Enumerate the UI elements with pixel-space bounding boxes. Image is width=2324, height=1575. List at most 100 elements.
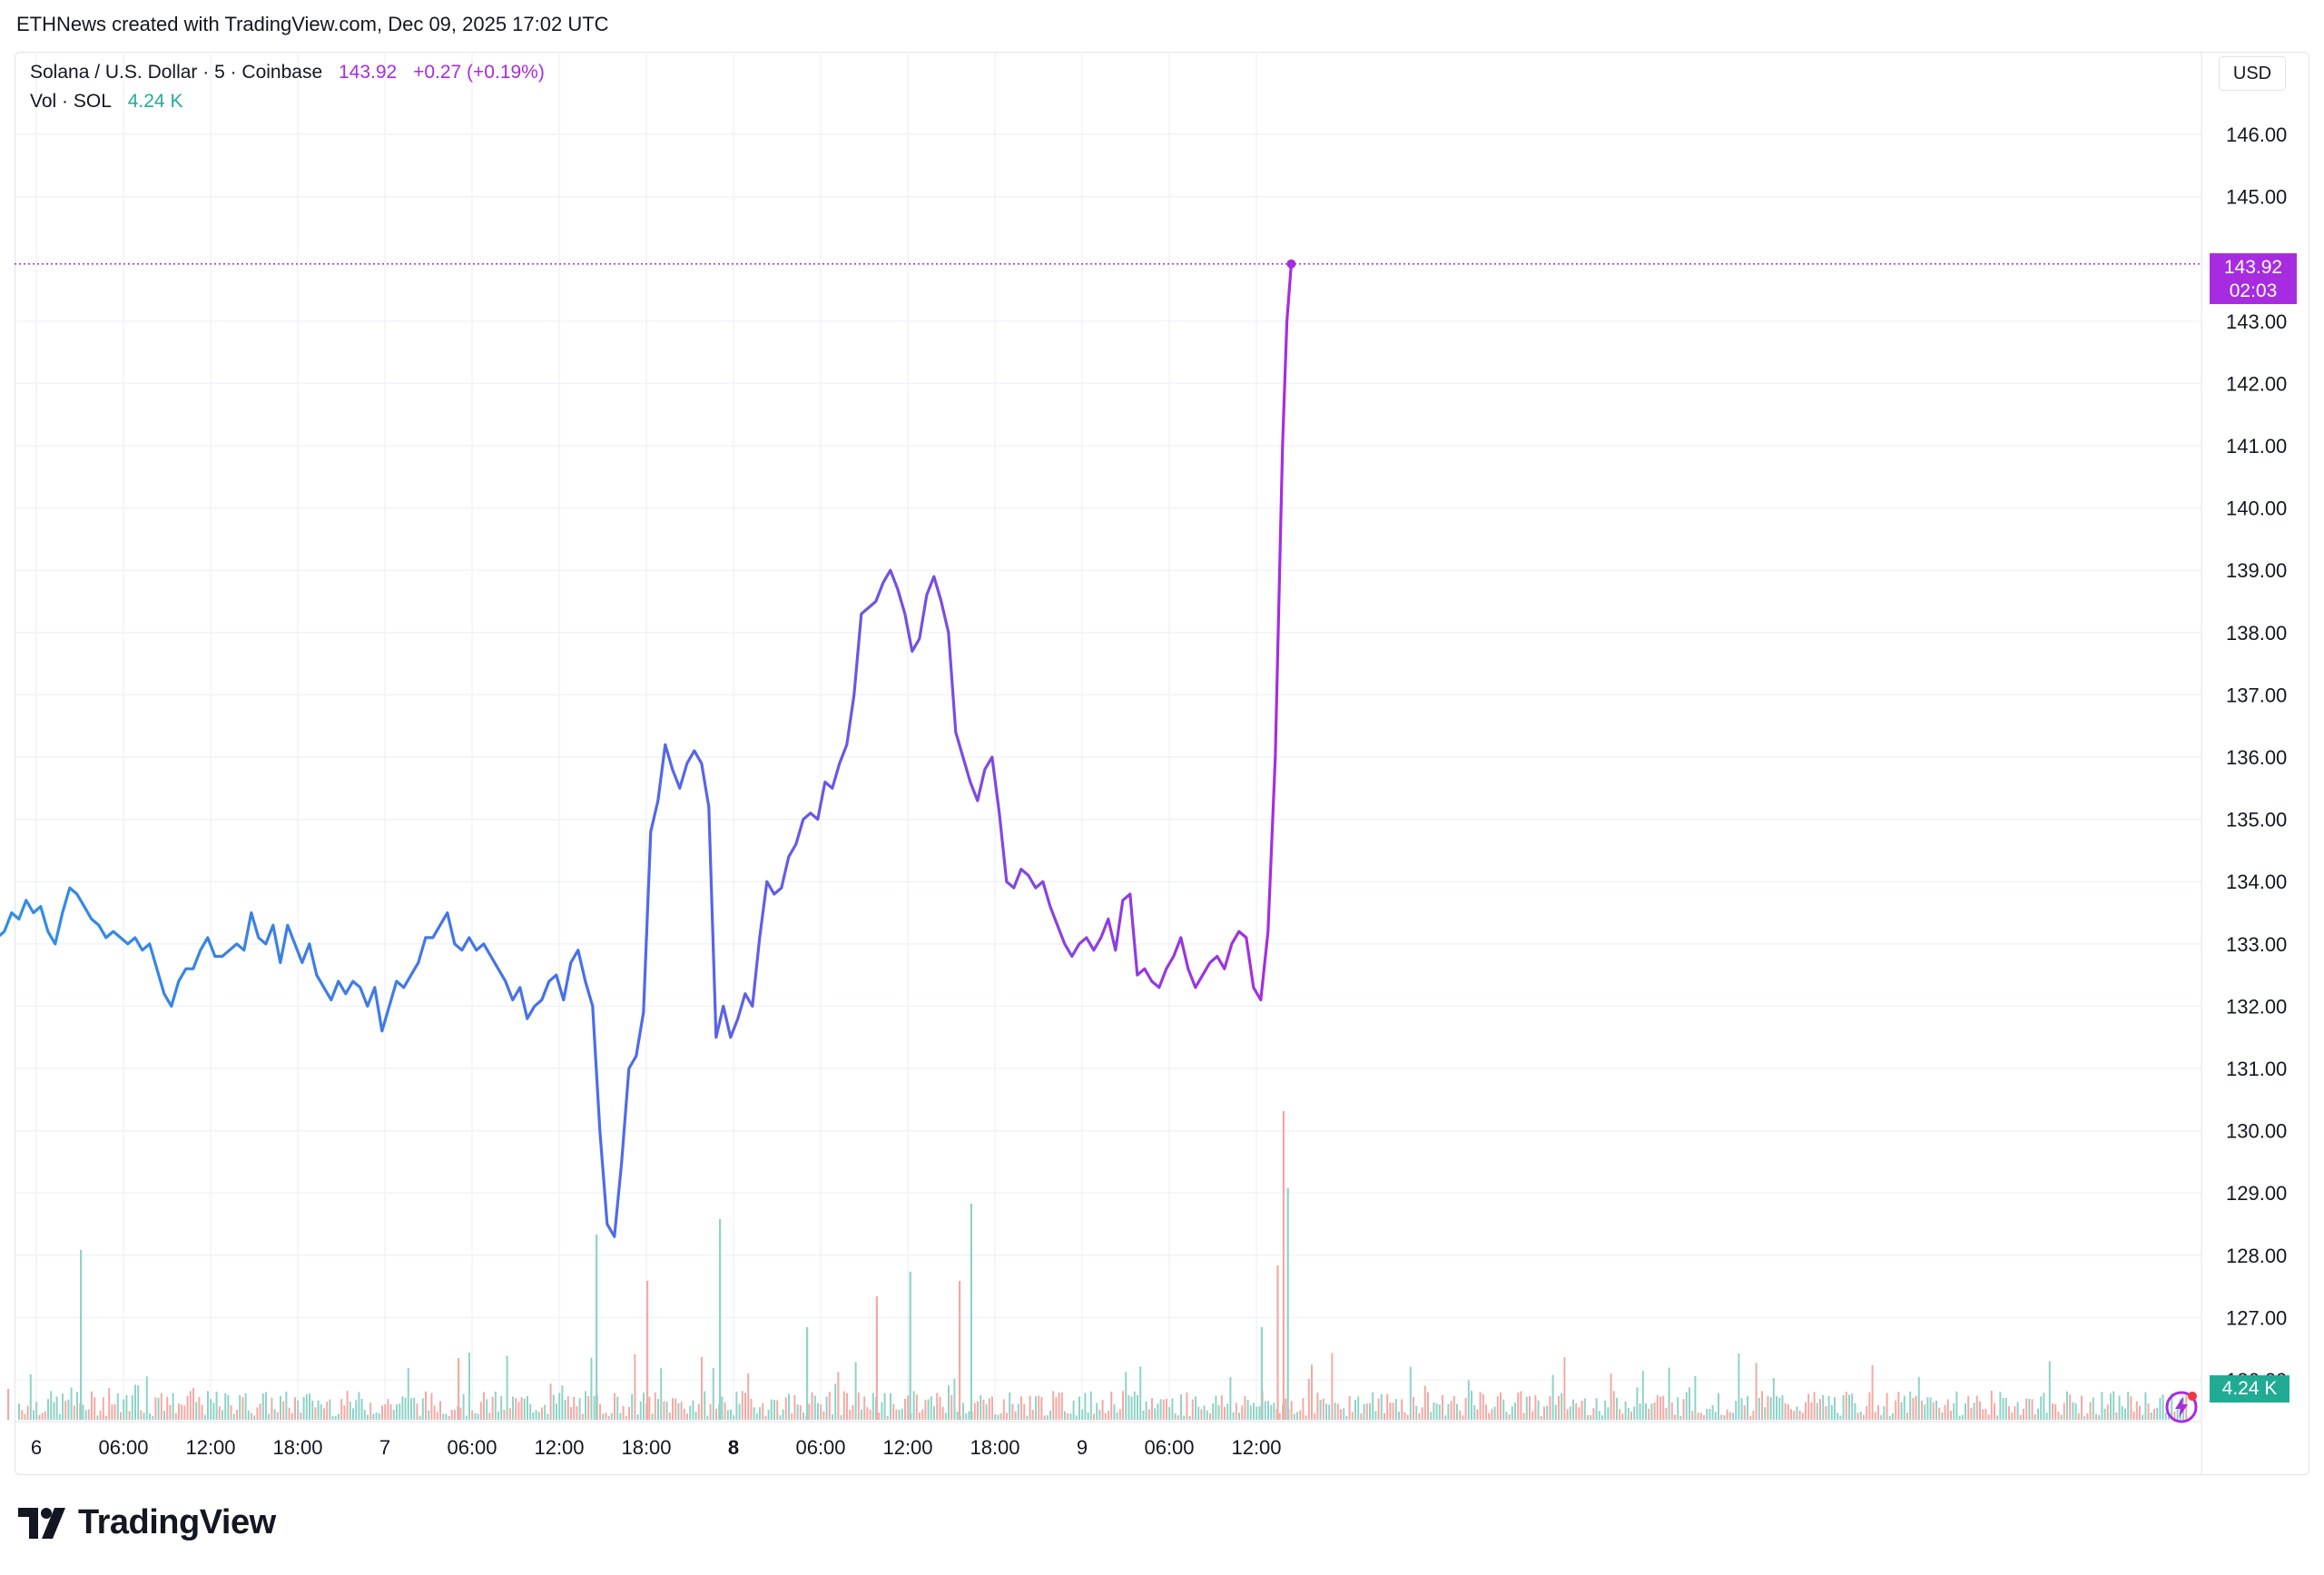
volume-bar xyxy=(2156,1407,2159,1420)
volume-bar xyxy=(1747,1395,1748,1420)
volume-bar xyxy=(1830,1404,1833,1420)
volume-bar xyxy=(791,1413,793,1420)
volume-bar xyxy=(689,1405,692,1420)
volume-bar xyxy=(1197,1406,1200,1420)
volume-bar xyxy=(2127,1392,2130,1420)
legend-change: +0.27 (+0.19%) xyxy=(413,62,545,83)
volume-bar xyxy=(244,1393,247,1420)
bar-countdown: 02:03 xyxy=(2229,280,2278,301)
volume-bar xyxy=(53,1402,55,1420)
volume-bar xyxy=(62,1393,64,1420)
volume-spike xyxy=(1260,1327,1263,1420)
currency-button[interactable]: USD xyxy=(2219,56,2286,91)
volume-bar xyxy=(1616,1397,1618,1420)
volume-bar xyxy=(558,1393,561,1420)
volume-bar xyxy=(1982,1409,1984,1420)
volume-bar xyxy=(1805,1402,1807,1420)
volume-bar xyxy=(1365,1403,1368,1420)
volume-bar xyxy=(99,1410,102,1420)
volume-bar xyxy=(2057,1411,2060,1420)
volume-bar xyxy=(1641,1371,1644,1420)
volume-bar xyxy=(1238,1413,1240,1420)
volume-bar xyxy=(2144,1392,2147,1420)
volume-bar xyxy=(956,1411,959,1420)
volume-bar xyxy=(1743,1405,1746,1420)
volume-bar xyxy=(527,1395,528,1420)
volume-bar xyxy=(2115,1412,2118,1420)
volume-bar xyxy=(564,1400,566,1420)
volume-bar xyxy=(1813,1392,1816,1420)
volume-bar xyxy=(1598,1411,1600,1420)
volume-bar xyxy=(352,1408,354,1420)
volume-bar xyxy=(706,1415,709,1420)
volume-bar xyxy=(1328,1404,1331,1420)
volume-bar xyxy=(1258,1405,1261,1420)
volume-bar xyxy=(1979,1401,1981,1420)
volume-bar xyxy=(1967,1395,1970,1420)
volume-bar xyxy=(883,1393,886,1420)
y-tick-label: 127.00 xyxy=(2226,1306,2287,1329)
volume-bar xyxy=(1912,1397,1915,1420)
volume-bar xyxy=(1607,1407,1610,1420)
volume-bar xyxy=(1293,1413,1295,1420)
chart-frame[interactable] xyxy=(15,52,2309,1475)
tradingview-logo[interactable]: TradingView xyxy=(18,1503,276,1542)
volume-bar xyxy=(625,1415,627,1420)
volume-bar xyxy=(1159,1399,1162,1420)
lightning-icon[interactable] xyxy=(2163,1389,2200,1425)
volume-bar xyxy=(1529,1395,1531,1420)
volume-bar xyxy=(334,1415,337,1420)
y-tick-label: 145.00 xyxy=(2226,186,2287,209)
volume-bar xyxy=(84,1410,87,1420)
volume-bar xyxy=(64,1401,67,1420)
volume-bar xyxy=(1314,1413,1316,1420)
volume-bar xyxy=(1029,1395,1031,1420)
volume-bar xyxy=(1816,1403,1818,1420)
volume-bar xyxy=(991,1396,993,1420)
volume-bar xyxy=(503,1410,506,1420)
volume-bar xyxy=(1953,1403,1955,1420)
volume-bar xyxy=(2063,1403,2065,1420)
volume-bar xyxy=(1975,1395,1978,1420)
volume-bar xyxy=(1206,1410,1208,1420)
volume-bar xyxy=(1060,1392,1063,1420)
volume-bar xyxy=(1377,1398,1380,1420)
volume-bar xyxy=(169,1404,172,1420)
volume-bar xyxy=(1438,1404,1441,1420)
volume-bar xyxy=(921,1409,924,1420)
volume-bar xyxy=(1485,1404,1487,1420)
volume-bar xyxy=(309,1393,310,1420)
volume-bar xyxy=(692,1400,694,1420)
volume-bar xyxy=(1125,1372,1128,1420)
x-tick-label: 18:00 xyxy=(970,1436,1019,1459)
volume-bar xyxy=(137,1384,140,1420)
volume-bar xyxy=(863,1396,866,1420)
volume-bar xyxy=(232,1413,235,1420)
volume-bar xyxy=(799,1405,802,1420)
volume-bar xyxy=(384,1404,387,1420)
volume-bar xyxy=(1374,1411,1377,1420)
volume-bar xyxy=(622,1405,625,1420)
volume-bar xyxy=(1055,1397,1058,1420)
volume-bar xyxy=(1000,1413,1002,1420)
volume-spike xyxy=(909,1271,911,1420)
volume-bar xyxy=(73,1405,75,1420)
volume-bar xyxy=(1467,1380,1470,1420)
volume-bar xyxy=(788,1393,790,1420)
volume-bar xyxy=(535,1410,537,1420)
volume-bar xyxy=(2081,1395,2083,1420)
volume-bar xyxy=(1854,1403,1856,1420)
volume-bar xyxy=(726,1410,729,1420)
volume-bar xyxy=(1336,1403,1339,1420)
volume-bar xyxy=(236,1409,238,1420)
volume-bar xyxy=(968,1411,970,1420)
volume-bar xyxy=(2011,1413,2014,1420)
volume-bar xyxy=(1299,1410,1302,1420)
volume-bar xyxy=(2034,1414,2036,1420)
volume-bar xyxy=(1784,1403,1787,1420)
volume-bar xyxy=(721,1396,724,1420)
volume-bar xyxy=(143,1413,145,1420)
volume-bar xyxy=(1118,1409,1121,1420)
volume-bar xyxy=(697,1403,700,1420)
